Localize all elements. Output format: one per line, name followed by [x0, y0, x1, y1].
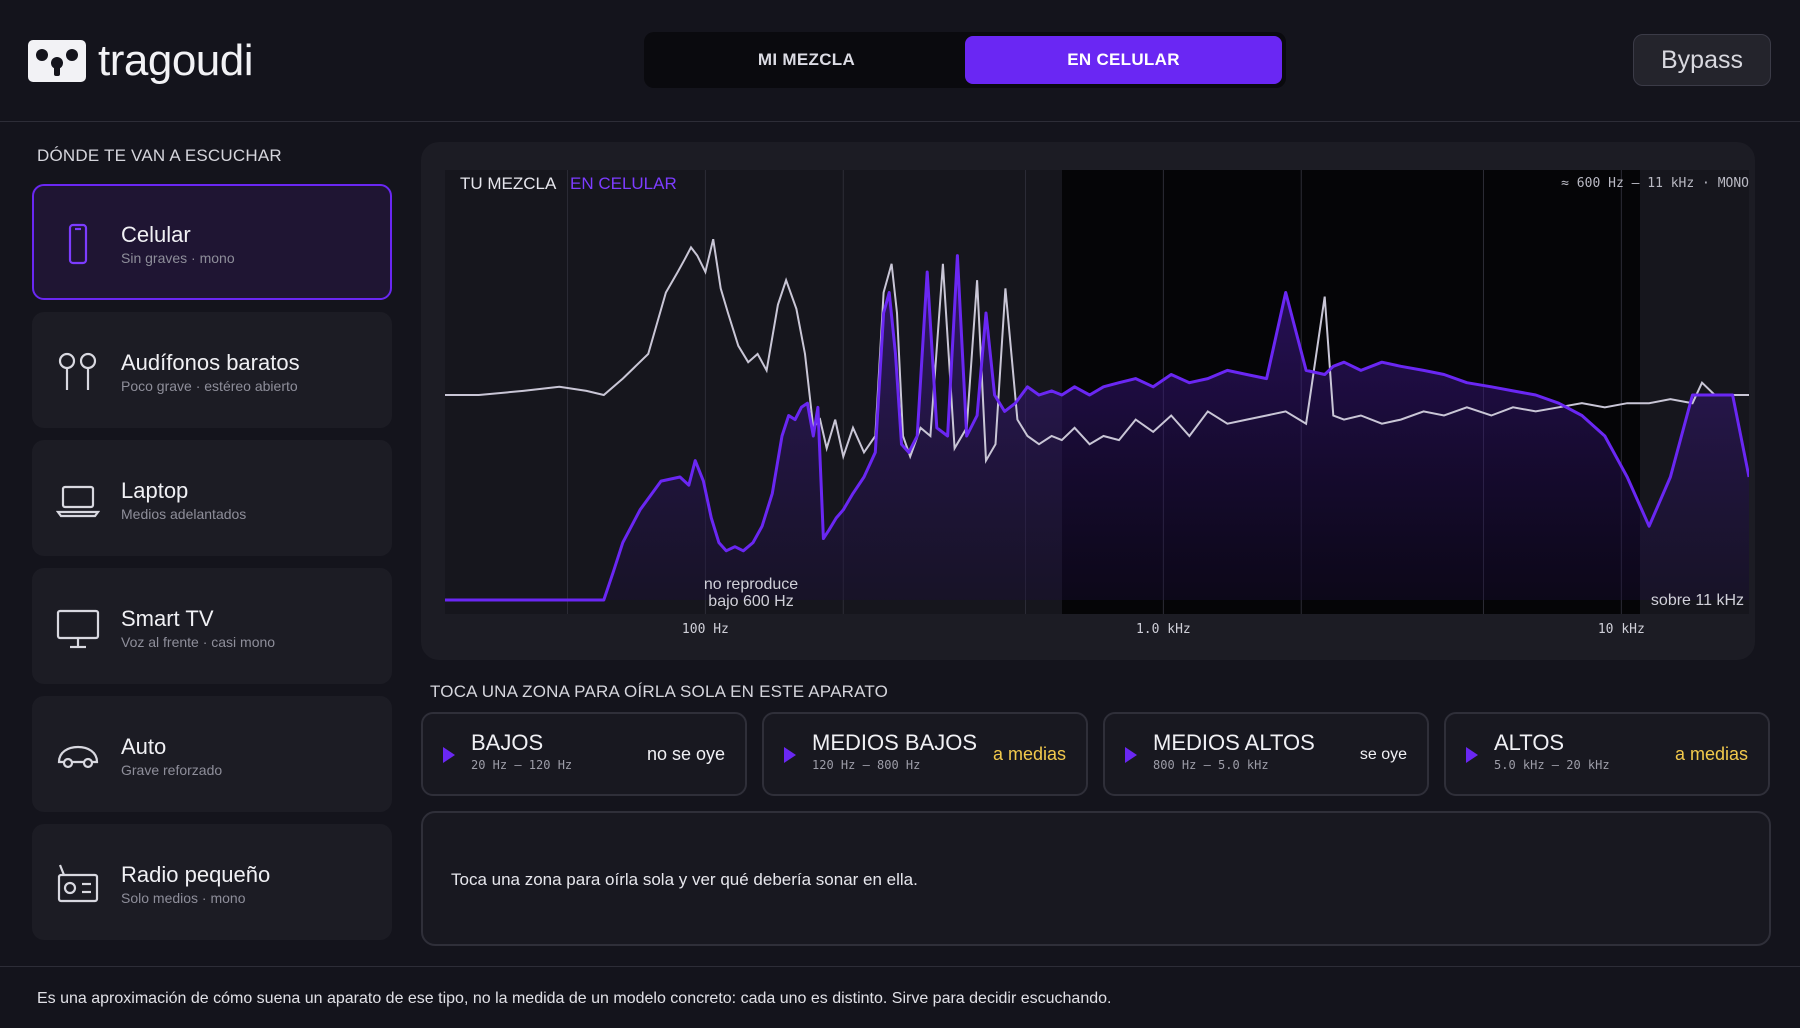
play-icon — [1466, 747, 1478, 763]
tab-en-celular[interactable]: EN CELULAR — [965, 36, 1282, 84]
range-info: ≈ 600 Hz – 11 kHz · MONO — [1561, 176, 1749, 191]
top-bar: tragoudi MI MEZCLA EN CELULAR Bypass — [0, 0, 1800, 122]
spectrum-chart — [445, 170, 1749, 614]
device-item-laptop[interactable]: Laptop Medios adelantados — [32, 440, 392, 556]
zone-medios-altos[interactable]: MEDIOS ALTOS 800 Hz – 5.0 kHz se oye — [1103, 712, 1429, 796]
zone-info-box: Toca una zona para oírla sola y ver qué … — [421, 811, 1771, 946]
device-item-radio[interactable]: Radio pequeño Solo medios · mono — [32, 824, 392, 940]
note-low-line-1: no reproduce — [703, 576, 799, 593]
zone-bajos[interactable]: BAJOS 20 Hz – 120 Hz no se oye — [421, 712, 747, 796]
device-subtitle: Medios adelantados — [121, 506, 247, 522]
zone-name: BAJOS — [471, 730, 544, 755]
x-tick-label: 100 Hz — [681, 622, 729, 637]
series-line-en-celular — [445, 254, 1749, 602]
x-tick-label: 1.0 kHz — [1135, 622, 1191, 637]
x-tick-label: 10 kHz — [1597, 622, 1645, 637]
device-subtitle: Sin graves · mono — [121, 250, 235, 266]
laptop-icon — [55, 478, 101, 522]
zone-status: a medias — [992, 744, 1066, 764]
spectrum-plot: TU MEZCLA EN CELULAR ≈ 600 Hz – 11 kHz ·… — [445, 170, 1749, 614]
device-item-smart-tv[interactable]: Smart TV Voz al frente · casi mono — [32, 568, 392, 684]
zone-range: 120 Hz – 800 Hz — [812, 758, 921, 772]
device-item-auto[interactable]: Auto Grave reforzado — [32, 696, 392, 812]
zones-title: TOCA UNA ZONA PARA OÍRLA SOLA EN ESTE AP… — [430, 682, 889, 701]
device-item-audifonos[interactable]: Audífonos baratos Poco grave · estéreo a… — [32, 312, 392, 428]
footer: Es una aproximación de cómo suena un apa… — [0, 966, 1800, 1028]
series-area-en-celular — [445, 255, 1749, 600]
tv-icon — [56, 606, 100, 650]
zone-status: se oye — [1359, 746, 1407, 763]
logo-mark-icon — [28, 40, 86, 82]
zone-name: ALTOS — [1494, 730, 1565, 755]
zone-name: MEDIOS ALTOS — [1153, 730, 1315, 755]
zone-range: 20 Hz – 120 Hz — [471, 758, 573, 772]
sidebar-title: DÓNDE TE VAN A ESCUCHAR — [37, 146, 282, 165]
zone-range: 5.0 kHz – 20 kHz — [1494, 758, 1610, 772]
device-subtitle: Poco grave · estéreo abierto — [121, 378, 298, 394]
device-item-celular[interactable]: Celular Sin graves · mono — [32, 184, 392, 300]
play-icon — [443, 747, 455, 763]
device-subtitle: Voz al frente · casi mono — [121, 634, 276, 650]
play-icon — [784, 747, 796, 763]
view-toggle: MI MEZCLA EN CELULAR — [644, 32, 1286, 88]
device-subtitle: Solo medios · mono — [121, 890, 246, 906]
device-name: Laptop — [121, 478, 189, 503]
zone-status: a medias — [1674, 744, 1748, 764]
series-line-tu-mezcla — [445, 238, 1749, 465]
tab-mi-mezcla[interactable]: MI MEZCLA — [757, 50, 856, 69]
device-subtitle: Grave reforzado — [121, 762, 223, 778]
zone-info-text: Toca una zona para oírla sola y ver qué … — [451, 870, 918, 889]
zone-altos[interactable]: ALTOS 5.0 kHz – 20 kHz a medias — [1444, 712, 1770, 796]
car-icon — [56, 734, 100, 778]
note-low-line-2: bajo 600 Hz — [708, 593, 794, 610]
footer-disclaimer: Es una aproximación de cómo suena un apa… — [37, 990, 1112, 1007]
zone-status: no se oye — [646, 744, 725, 764]
legend-device: EN CELULAR — [570, 174, 677, 193]
device-name: Audífonos baratos — [121, 350, 300, 375]
device-name: Smart TV — [121, 606, 214, 631]
phone-icon — [56, 222, 100, 266]
zone-name: MEDIOS BAJOS — [812, 730, 978, 755]
bypass-button[interactable]: Bypass — [1633, 34, 1771, 86]
play-icon — [1125, 747, 1137, 763]
device-name: Auto — [121, 734, 167, 759]
note-low-cutoff: no reproduce bajo 600 Hz — [691, 576, 811, 610]
zone-range: 800 Hz – 5.0 kHz — [1153, 758, 1269, 772]
logo-wordmark: tragoudi — [98, 36, 254, 85]
note-high-cutoff: sobre 11 kHz — [1650, 592, 1744, 609]
earbuds-icon — [56, 350, 100, 394]
device-name: Celular — [121, 222, 191, 247]
zone-medios-bajos[interactable]: MEDIOS BAJOS 120 Hz – 800 Hz a medias — [762, 712, 1088, 796]
radio-icon — [56, 862, 100, 906]
device-name: Radio pequeño — [121, 862, 271, 887]
legend-mix: TU MEZCLA — [460, 174, 557, 193]
app-logo: tragoudi — [28, 36, 254, 85]
